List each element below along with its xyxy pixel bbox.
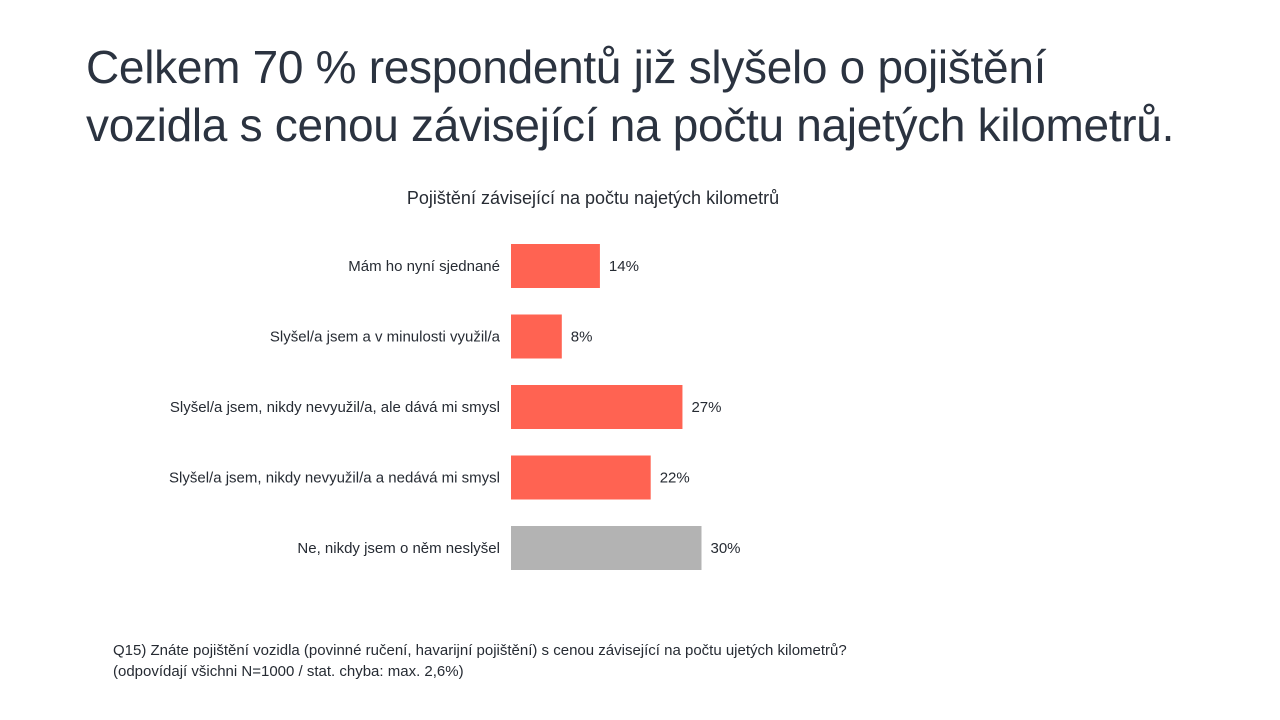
bar [511,526,702,570]
slide-title: Celkem 70 % respondentů již slyšelo o po… [86,38,1246,154]
category-label: Slyšel/a jsem, nikdy nevyužil/a a nedává… [169,470,500,487]
footnote-question: Q15) Znáte pojištění vozidla (povinné ru… [113,642,847,659]
question-footnote: Q15) Znáte pojištění vozidla (povinné ru… [113,640,1213,682]
slide-title-line-1: Celkem 70 % respondentů již slyšelo o po… [86,41,1047,93]
value-label: 27% [691,399,721,416]
slide-title-line-2: vozidla s cenou závisející na počtu naje… [86,99,1175,151]
bar [511,244,600,288]
value-label: 8% [571,329,593,346]
value-label: 30% [711,540,741,557]
bar-group: Mám ho nyní sjednané 14% Slyšel/a jsem a v… [169,244,741,570]
chart-title: Pojištění závisející na počtu najetých k… [407,188,779,208]
category-label: Slyšel/a jsem a v minulosti využil/a [270,329,501,346]
bar [511,385,683,429]
value-label: 22% [660,470,690,487]
bar [511,455,651,500]
value-label: 14% [609,258,639,275]
category-label: Mám ho nyní sjednané [348,258,500,275]
footnote-sample-info: (odpovídají všichni N=1000 / stat. chyba… [113,663,464,680]
category-label: Slyšel/a jsem, nikdy nevyužil/a, ale dáv… [170,399,500,416]
bar [511,314,562,359]
category-label: Ne, nikdy jsem o něm neslyšel [297,540,500,557]
